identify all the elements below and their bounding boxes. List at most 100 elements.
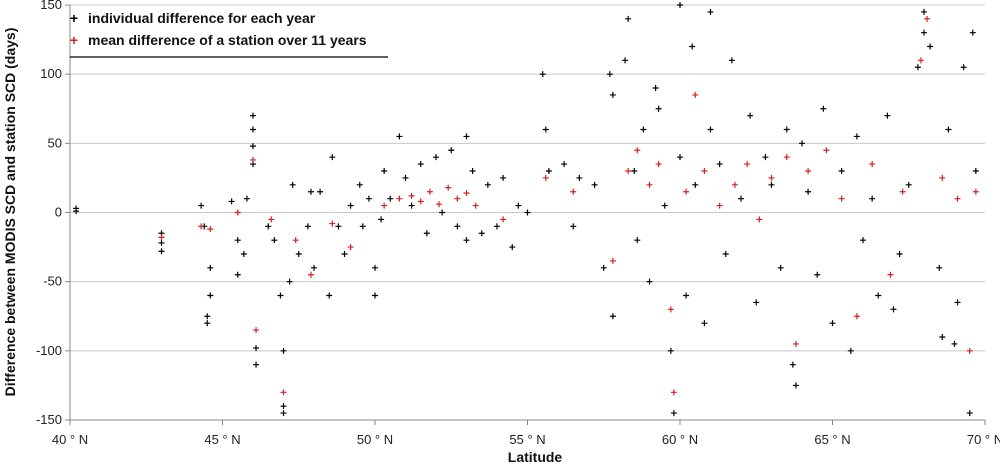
- data-point-individual: [847, 347, 854, 354]
- data-point-mean: [570, 188, 577, 195]
- data-point-individual: [652, 85, 659, 91]
- y-tick-label: 100: [40, 66, 62, 81]
- data-point-mean: [454, 195, 461, 202]
- legend-label-mean: mean difference of a station over 11 yea…: [88, 32, 367, 48]
- data-point-mean: [667, 306, 674, 313]
- data-point-individual: [307, 188, 314, 195]
- data-point-individual: [250, 112, 256, 119]
- data-point-individual: [304, 223, 311, 230]
- data-point-individual: [905, 181, 912, 188]
- data-point-mean: [329, 220, 336, 227]
- data-point-individual: [896, 251, 903, 257]
- data-point-mean: [347, 244, 354, 251]
- data-point-mean: [158, 234, 165, 241]
- legend: + individual difference for each year + …: [70, 10, 388, 58]
- data-point-individual: [289, 181, 296, 188]
- data-point-individual: [783, 126, 790, 133]
- data-point-individual: [792, 382, 799, 389]
- data-point-individual: [960, 64, 967, 71]
- data-point-individual: [280, 410, 287, 417]
- x-tick-label: 40 ° N: [52, 432, 88, 447]
- data-point-individual: [728, 57, 735, 64]
- data-point-individual: [271, 237, 278, 244]
- data-point-individual: [207, 264, 214, 271]
- data-point-individual: [914, 64, 921, 71]
- data-point-individual: [875, 292, 882, 299]
- data-point-mean: [381, 202, 388, 209]
- data-point-individual: [158, 239, 165, 246]
- data-point-individual: [253, 345, 260, 352]
- data-point-individual: [326, 292, 333, 299]
- data-point-individual: [951, 340, 958, 347]
- data-point-individual: [860, 237, 866, 244]
- data-point-individual: [234, 237, 241, 244]
- data-point-individual: [689, 43, 696, 50]
- data-point-individual: [539, 71, 546, 78]
- data-point-mean: [292, 237, 299, 244]
- data-point-individual: [646, 278, 653, 285]
- data-point-mean: [207, 226, 214, 233]
- data-point-mean: [792, 340, 799, 347]
- data-point-mean: [396, 195, 403, 202]
- data-point-mean: [939, 174, 946, 181]
- data-point-mean: [805, 168, 812, 174]
- data-point-individual: [73, 208, 80, 215]
- y-tick-label: -50: [43, 274, 62, 289]
- data-point-individual: [542, 126, 549, 133]
- data-point-individual: [622, 57, 629, 64]
- data-point-individual: [945, 126, 952, 133]
- data-point-individual: [234, 271, 241, 278]
- data-point-individual: [606, 71, 613, 78]
- data-point-individual: [631, 168, 638, 174]
- data-point-individual: [805, 188, 812, 195]
- data-point-individual: [570, 223, 577, 230]
- data-point-individual: [381, 168, 388, 174]
- data-point-mean: [280, 389, 287, 396]
- data-point-individual: [969, 29, 976, 36]
- data-point-individual: [838, 168, 845, 174]
- data-point-individual: [890, 306, 897, 313]
- data-point-mean: [253, 327, 260, 334]
- data-point-individual: [439, 209, 446, 216]
- data-point-individual: [335, 223, 342, 230]
- data-point-individual: [378, 216, 385, 223]
- data-point-individual: [317, 188, 324, 195]
- data-point-mean: [972, 188, 979, 195]
- data-point-individual: [625, 15, 632, 22]
- data-point-individual: [198, 202, 205, 209]
- data-point-individual: [402, 174, 409, 181]
- data-point-mean: [954, 195, 961, 202]
- data-point-individual: [509, 244, 516, 251]
- data-point-individual: [762, 154, 769, 161]
- data-point-individual: [591, 181, 598, 188]
- data-point-individual: [820, 105, 827, 112]
- y-tick-label: -100: [36, 343, 62, 358]
- data-point-individual: [204, 320, 211, 327]
- data-point-individual: [250, 126, 256, 133]
- y-tick-label: 50: [48, 135, 62, 150]
- data-point-individual: [286, 278, 293, 285]
- data-point-mean: [899, 188, 906, 195]
- series-individual-differences: [73, 2, 979, 417]
- data-point-mean: [683, 188, 690, 195]
- data-point-individual: [927, 43, 934, 50]
- data-point-individual: [707, 126, 714, 133]
- data-point-individual: [701, 320, 708, 327]
- data-point-individual: [683, 292, 690, 299]
- data-point-mean: [542, 174, 549, 181]
- series-mean-differences: [158, 15, 979, 396]
- data-point-individual: [423, 230, 430, 237]
- data-point-mean: [634, 147, 641, 154]
- data-point-individual: [515, 202, 522, 209]
- data-point-mean: [756, 216, 763, 223]
- data-point-individual: [253, 361, 260, 368]
- data-point-mean: [869, 161, 876, 168]
- data-point-individual: [716, 161, 723, 168]
- data-point-individual: [655, 105, 662, 112]
- data-point-individual: [600, 264, 607, 271]
- data-point-mean: [670, 389, 677, 396]
- data-point-individual: [356, 181, 363, 188]
- data-point-individual: [921, 29, 927, 36]
- data-point-individual: [738, 195, 744, 202]
- data-point-mean: [268, 216, 275, 223]
